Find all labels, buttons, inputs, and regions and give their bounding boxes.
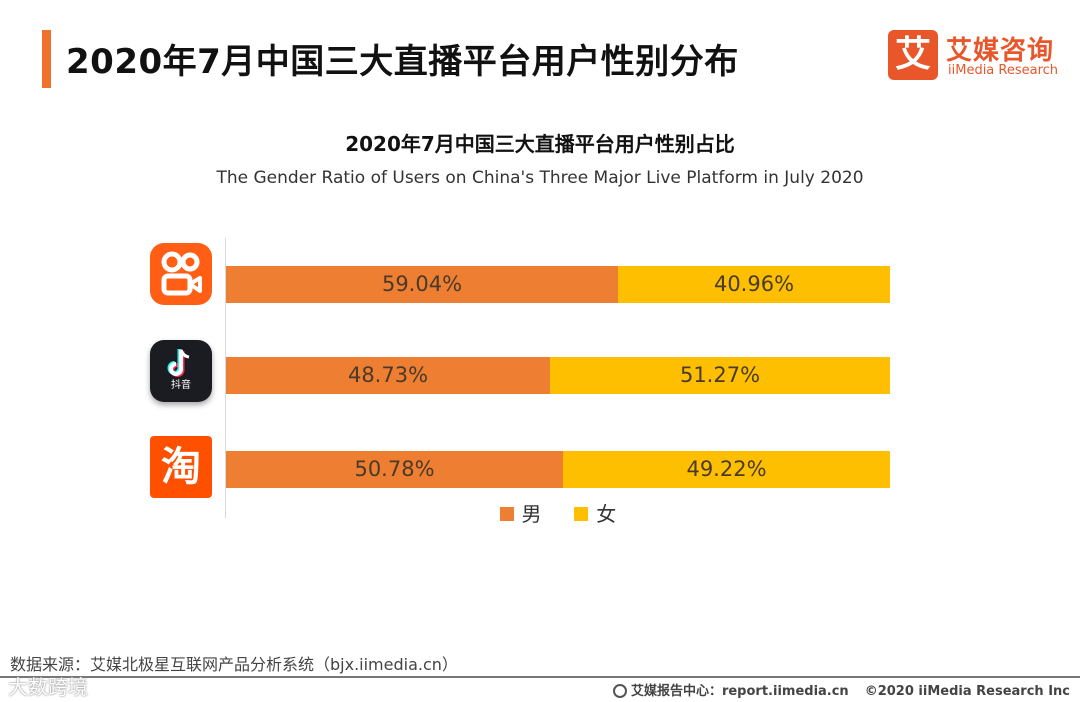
data-source-note: 数据来源：艾媒北极星互联网产品分析系统（bjx.iimedia.cn）	[10, 655, 458, 674]
bar-row-1: 48.73% 51.27%	[226, 357, 890, 394]
footer-credits: 艾媒报告中心：report.iimedia.cn ©2020 iiMedia Re…	[612, 680, 1070, 699]
legend-label-male: 男	[521, 502, 542, 526]
globe-icon	[612, 683, 627, 698]
title-accent-bar	[42, 30, 51, 88]
brand-mark-icon: 艾	[888, 30, 938, 80]
chart-subtitle: The Gender Ratio of Users on China's Thr…	[216, 168, 864, 188]
taobao-label: 淘	[161, 444, 201, 490]
brand-name-cn: 艾媒咨询	[946, 36, 1055, 66]
category-axis-line	[225, 238, 226, 518]
report-center-link[interactable]: 艾媒报告中心：report.iimedia.cn	[630, 684, 849, 699]
douyin-logo-icon: 抖音	[150, 340, 212, 402]
legend-item-female: 女	[574, 502, 616, 526]
legend-swatch-female	[574, 506, 589, 521]
page-title: 2020年7月中国三大直播平台用户性别分布	[66, 42, 739, 82]
bar-segment-female: 49.22%	[563, 451, 890, 488]
bar-segment-male: 50.78%	[226, 451, 563, 488]
taobao-logo-icon: 淘	[150, 436, 212, 498]
legend-item-male: 男	[499, 502, 542, 526]
bar-row-2: 50.78% 49.22%	[226, 451, 890, 488]
legend-label-female: 女	[596, 502, 617, 526]
bar-segment-male: 59.04%	[226, 266, 618, 303]
bar-segment-female: 51.27%	[550, 357, 890, 394]
bar-segment-female: 40.96%	[618, 266, 890, 303]
bar-row-0: 59.04% 40.96%	[226, 266, 890, 303]
kuaishou-logo-icon	[150, 243, 212, 305]
chart-title: 2020年7月中国三大直播平台用户性别占比	[345, 132, 735, 156]
footer-divider	[0, 676, 1080, 678]
bar-segment-male: 48.73%	[226, 357, 550, 394]
douyin-label: 抖音	[171, 380, 191, 391]
copyright-text: ©2020 iiMedia Research Inc	[864, 684, 1070, 699]
chart-legend: 男 女	[499, 498, 616, 526]
brand-logo: 艾 艾媒咨询 iiMedia Research	[888, 30, 1068, 82]
brand-name-en: iiMedia Research	[948, 63, 1059, 78]
legend-swatch-male	[499, 506, 514, 521]
watermark-text: 大数跨境	[8, 675, 88, 699]
